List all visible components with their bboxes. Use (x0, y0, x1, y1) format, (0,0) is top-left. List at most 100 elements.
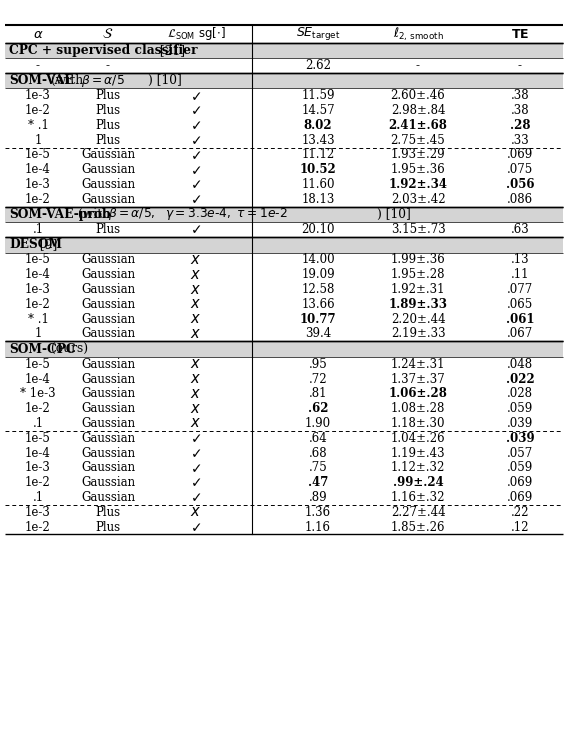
Text: .061: .061 (506, 313, 534, 326)
Text: 1e-5: 1e-5 (25, 253, 51, 266)
Text: 1.95±.28: 1.95±.28 (391, 268, 445, 281)
Text: 2.75±.45: 2.75±.45 (390, 134, 445, 147)
Text: $\boldsymbol{\mathit{x}}$: $\boldsymbol{\mathit{x}}$ (190, 505, 202, 519)
Text: $\boldsymbol{\mathit{x}}$: $\boldsymbol{\mathit{x}}$ (190, 327, 202, 341)
Text: 14.57: 14.57 (301, 104, 335, 117)
Text: .47: .47 (308, 476, 328, 489)
Text: 1.92±.34: 1.92±.34 (389, 178, 447, 191)
Text: Gaussian: Gaussian (81, 327, 135, 341)
Text: (with: (with (47, 74, 87, 87)
Text: Gaussian: Gaussian (81, 417, 135, 430)
Text: Gaussian: Gaussian (81, 163, 135, 176)
Text: 11.59: 11.59 (302, 90, 335, 102)
Text: $\boldsymbol{\mathit{x}}$: $\boldsymbol{\mathit{x}}$ (190, 387, 202, 401)
Text: (ours): (ours) (47, 343, 88, 355)
Text: .077: .077 (507, 283, 533, 296)
Text: .99±.24: .99±.24 (393, 476, 443, 489)
Text: * .1: * .1 (27, 313, 48, 326)
Text: 11.60: 11.60 (302, 178, 335, 191)
Text: 1e-4: 1e-4 (25, 446, 51, 459)
Text: Gaussian: Gaussian (81, 148, 135, 161)
Text: 1e-2: 1e-2 (25, 402, 51, 415)
Text: .075: .075 (507, 163, 533, 176)
Text: .069: .069 (507, 148, 533, 161)
Text: 1.12±.32: 1.12±.32 (391, 462, 445, 474)
Text: 1.36: 1.36 (305, 506, 331, 519)
Text: 2.62: 2.62 (305, 59, 331, 72)
Text: $\checkmark$: $\checkmark$ (190, 118, 202, 132)
Text: $\checkmark$: $\checkmark$ (190, 520, 202, 534)
Text: $\checkmark$: $\checkmark$ (190, 163, 202, 177)
Text: Gaussian: Gaussian (81, 178, 135, 191)
Text: Plus: Plus (95, 223, 121, 236)
Text: $\boldsymbol{\mathit{x}}$: $\boldsymbol{\mathit{x}}$ (190, 268, 202, 282)
Text: .62: .62 (308, 402, 328, 415)
Text: 18.13: 18.13 (302, 193, 335, 206)
Text: 1e-3: 1e-3 (25, 506, 51, 519)
Text: .68: .68 (309, 446, 327, 459)
Text: 1e-2: 1e-2 (25, 476, 51, 489)
Text: 1: 1 (34, 327, 42, 341)
Bar (5, 341, 563, 357)
Text: [21]: [21] (156, 44, 185, 57)
Text: $\boldsymbol{\mathit{x}}$: $\boldsymbol{\mathit{x}}$ (190, 401, 202, 415)
Text: 1.08±.28: 1.08±.28 (391, 402, 445, 415)
Text: -: - (36, 59, 40, 72)
Text: $\beta = \alpha/5,\ \ \gamma = 3.3e\text{-}4,\ \tau = 1e\text{-}2$: $\beta = \alpha/5,\ \ \gamma = 3.3e\text… (108, 206, 287, 222)
Text: 2.27±.44: 2.27±.44 (390, 506, 445, 519)
Text: .33: .33 (511, 134, 530, 147)
Text: Gaussian: Gaussian (81, 373, 135, 385)
Text: 39.4: 39.4 (305, 327, 331, 341)
Text: .64: .64 (308, 432, 327, 445)
Text: $\beta = \alpha/5$: $\beta = \alpha/5$ (81, 73, 125, 89)
Text: .028: .028 (507, 388, 533, 400)
Text: .022: .022 (506, 373, 535, 385)
Text: SOM-CPC: SOM-CPC (9, 343, 76, 355)
Text: 1.37±.37: 1.37±.37 (390, 373, 445, 385)
Text: .22: .22 (511, 506, 530, 519)
Text: $\boldsymbol{\mathit{x}}$: $\boldsymbol{\mathit{x}}$ (190, 357, 202, 371)
Text: -: - (518, 59, 522, 72)
Text: $\checkmark$: $\checkmark$ (190, 148, 202, 162)
Text: Gaussian: Gaussian (81, 253, 135, 266)
Bar (5, 43, 563, 58)
Text: Gaussian: Gaussian (81, 193, 135, 206)
Text: 1e-2: 1e-2 (25, 298, 51, 310)
Text: $\mathit{SE}_\mathrm{target}$: $\mathit{SE}_\mathrm{target}$ (296, 26, 340, 43)
Text: .069: .069 (507, 476, 533, 489)
Bar (5, 237, 563, 252)
Text: .38: .38 (511, 104, 530, 117)
Text: CPC + supervised classifier: CPC + supervised classifier (9, 44, 197, 57)
Text: 2.41±.68: 2.41±.68 (389, 119, 447, 132)
Text: 1.89±.33: 1.89±.33 (389, 298, 447, 310)
Text: $\boldsymbol{\mathit{x}}$: $\boldsymbol{\mathit{x}}$ (190, 253, 202, 267)
Text: $\boldsymbol{\mathit{x}}$: $\boldsymbol{\mathit{x}}$ (190, 312, 202, 326)
Text: 2.03±.42: 2.03±.42 (390, 193, 445, 206)
Text: 1e-5: 1e-5 (25, 148, 51, 161)
Text: ) [10]: ) [10] (377, 208, 410, 221)
Text: Gaussian: Gaussian (81, 432, 135, 445)
Text: * .1: * .1 (27, 119, 48, 132)
Text: 14.00: 14.00 (301, 253, 335, 266)
Text: Gaussian: Gaussian (81, 313, 135, 326)
Text: .89: .89 (309, 491, 327, 504)
Text: $\boldsymbol{\mathit{x}}$: $\boldsymbol{\mathit{x}}$ (190, 372, 202, 386)
Text: 1.19±.43: 1.19±.43 (390, 446, 445, 459)
Text: .1: .1 (32, 491, 43, 504)
Text: $\boldsymbol{\mathit{x}}$: $\boldsymbol{\mathit{x}}$ (190, 283, 202, 297)
Text: Plus: Plus (95, 90, 121, 102)
Text: -: - (416, 59, 420, 72)
Text: $\alpha$: $\alpha$ (32, 27, 43, 40)
Text: .048: .048 (507, 357, 533, 371)
Text: .086: .086 (507, 193, 533, 206)
Text: .039: .039 (507, 417, 533, 430)
Text: 1.18±.30: 1.18±.30 (391, 417, 445, 430)
Text: .81: .81 (309, 388, 327, 400)
Text: $\mathcal{S}$: $\mathcal{S}$ (103, 27, 113, 41)
Text: .1: .1 (32, 417, 43, 430)
Text: .11: .11 (511, 268, 530, 281)
Text: 2.20±.44: 2.20±.44 (390, 313, 445, 326)
Text: 2.60±.46: 2.60±.46 (390, 90, 445, 102)
Text: -: - (106, 59, 110, 72)
Text: Gaussian: Gaussian (81, 462, 135, 474)
